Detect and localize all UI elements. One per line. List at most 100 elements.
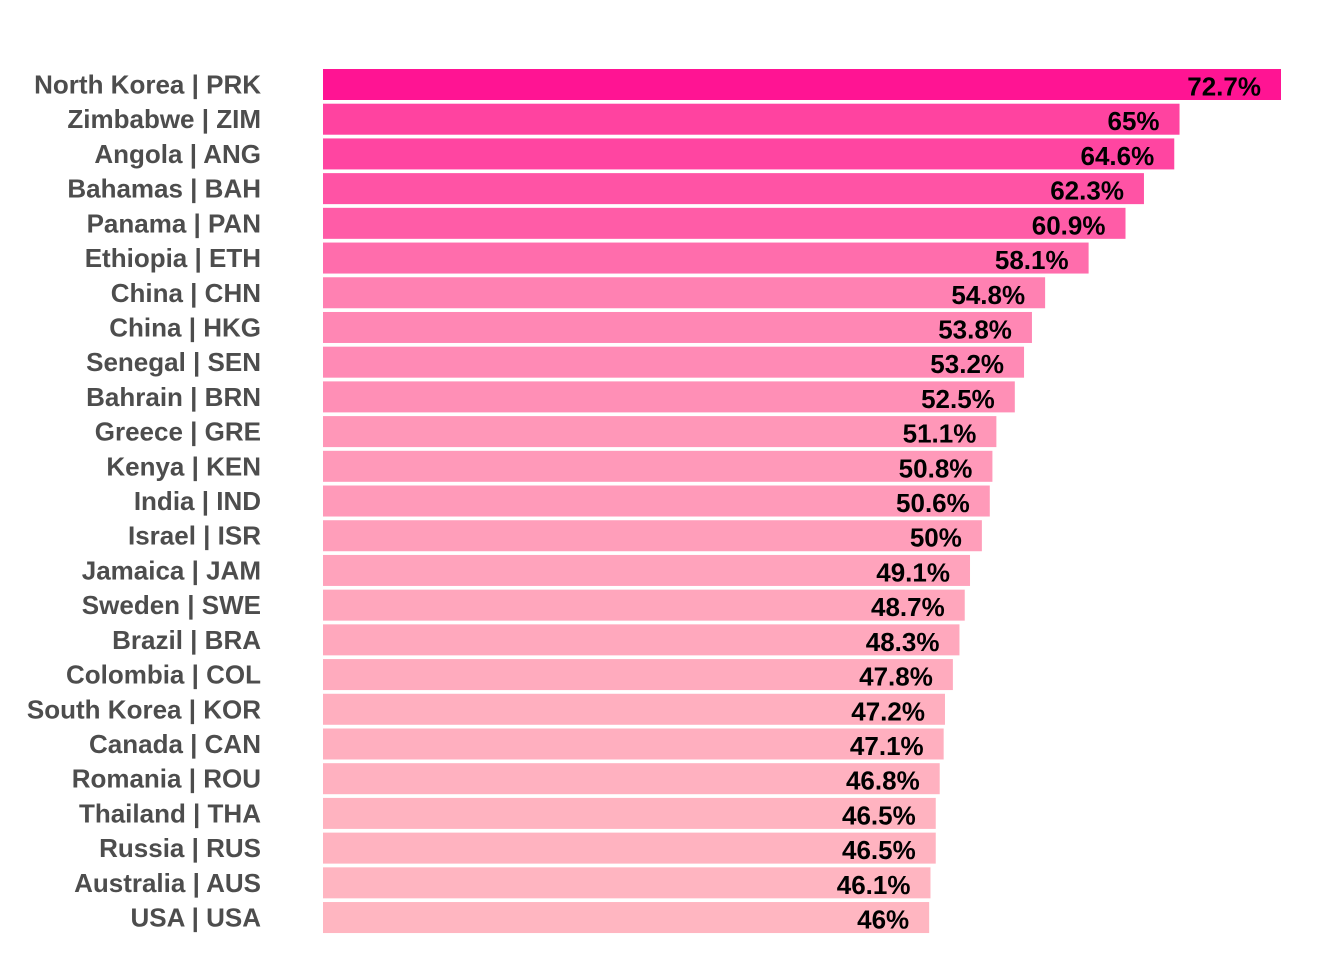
bar-row: Zimbabwe | ZIM 65% — [67, 103, 1180, 136]
bar-row: Israel | ISR 50% — [128, 520, 982, 553]
bar — [323, 450, 993, 482]
category-label: China | HKG — [109, 312, 261, 342]
category-label: Kenya | KEN — [106, 451, 261, 481]
value-label: 53.8% — [938, 314, 1012, 344]
category-label: Canada | CAN — [89, 729, 261, 759]
bar-row: Brazil | BRA 48.3% — [112, 624, 960, 657]
bar — [323, 589, 965, 621]
bar — [323, 693, 945, 725]
bar-row: Senegal | SEN 53.2% — [86, 346, 1025, 379]
bar-row: Jamaica | JAM 49.1% — [82, 554, 971, 587]
bar — [323, 311, 1032, 343]
category-label: Israel | ISR — [128, 521, 261, 551]
category-label: Angola | ANG — [94, 139, 261, 169]
bar — [323, 797, 936, 829]
category-label: USA | USA — [130, 903, 261, 933]
category-label: South Korea | KOR — [27, 694, 261, 724]
value-label: 47.1% — [850, 731, 924, 761]
category-label: Australia | AUS — [74, 868, 261, 898]
value-label: 72.7% — [1187, 72, 1261, 102]
bar-row: South Korea | KOR 47.2% — [27, 693, 945, 726]
category-label: Senegal | SEN — [86, 347, 261, 377]
category-label: Colombia | COL — [66, 660, 261, 690]
value-label: 52.5% — [921, 384, 995, 414]
value-label: 50.8% — [899, 453, 973, 483]
bar-row: Kenya | KEN 50.8% — [106, 450, 993, 483]
bar — [323, 763, 940, 795]
bar-row: Bahrain | BRN 52.5% — [86, 381, 1015, 414]
bar — [323, 207, 1126, 239]
bar — [323, 346, 1025, 378]
bar — [323, 520, 982, 552]
value-label: 47.2% — [851, 696, 925, 726]
value-label: 46.5% — [842, 800, 916, 830]
value-label: 58.1% — [995, 245, 1069, 275]
value-label: 46.1% — [837, 870, 911, 900]
bar-row: North Korea | PRK 72.7% — [34, 69, 1281, 102]
bar — [323, 277, 1046, 309]
category-label: Brazil | BRA — [112, 625, 261, 655]
category-label: India | IND — [134, 486, 261, 516]
bar — [323, 554, 971, 586]
bar-row: Sweden | SWE 48.7% — [82, 589, 965, 622]
category-label: Bahamas | BAH — [67, 174, 261, 204]
bar-row: USA | USA 46% — [130, 902, 930, 935]
bar-row: Greece | GRE 51.1% — [95, 416, 997, 449]
bar — [323, 728, 944, 760]
bar — [323, 624, 960, 656]
bar-row: Romania | ROU 46.8% — [72, 763, 940, 796]
bar — [323, 381, 1015, 413]
bar — [323, 485, 990, 517]
bar-row: Panama | PAN 60.9% — [87, 207, 1126, 240]
value-label: 46.8% — [846, 766, 920, 796]
category-label: China | CHN — [111, 278, 261, 308]
bar-row: Australia | AUS 46.1% — [74, 867, 931, 900]
bar — [323, 138, 1175, 170]
value-label: 47.8% — [859, 662, 933, 692]
value-label: 46% — [857, 905, 909, 935]
bar-row: Ethiopia | ETH 58.1% — [85, 242, 1089, 275]
category-label: Bahrain | BRN — [86, 382, 261, 412]
value-label: 54.8% — [951, 280, 1025, 310]
bar-row: Thailand | THA 46.5% — [79, 797, 936, 830]
category-label: Panama | PAN — [87, 208, 261, 238]
value-label: 49.1% — [876, 557, 950, 587]
bar — [323, 69, 1281, 100]
bar — [323, 902, 930, 934]
plot-area: North Korea | PRK 72.7%Zimbabwe | ZIM 65%A… — [27, 69, 1281, 935]
bar-row: Angola | ANG 64.6% — [94, 138, 1175, 171]
category-label: Ethiopia | ETH — [85, 243, 261, 273]
bar-row: Bahamas | BAH 62.3% — [67, 173, 1144, 206]
value-label: 51.1% — [903, 419, 977, 449]
bar — [323, 832, 936, 864]
bar-row: China | HKG 53.8% — [109, 311, 1032, 344]
bar-row: Colombia | COL 47.8% — [66, 659, 953, 692]
value-label: 64.6% — [1081, 141, 1155, 171]
bar-row: China | CHN 54.8% — [111, 277, 1046, 310]
bar — [323, 242, 1089, 274]
bar — [323, 659, 953, 691]
category-label: North Korea | PRK — [34, 70, 261, 100]
bar — [323, 867, 931, 899]
value-label: 65% — [1107, 106, 1159, 136]
value-label: 62.3% — [1050, 176, 1124, 206]
value-label: 53.2% — [930, 349, 1004, 379]
category-label: Zimbabwe | ZIM — [67, 104, 261, 134]
value-label: 48.7% — [871, 592, 945, 622]
category-label: Thailand | THA — [79, 798, 261, 828]
category-label: Greece | GRE — [95, 417, 261, 447]
value-label: 50.6% — [896, 488, 970, 518]
bar-row: Russia | RUS 46.5% — [99, 832, 936, 865]
value-label: 48.3% — [866, 627, 940, 657]
value-label: 60.9% — [1032, 210, 1106, 240]
bar — [323, 103, 1180, 135]
category-label: Romania | ROU — [72, 764, 261, 794]
bar — [323, 416, 997, 448]
category-label: Sweden | SWE — [82, 590, 261, 620]
value-label: 50% — [910, 523, 962, 553]
category-label: Jamaica | JAM — [82, 555, 261, 585]
bar — [323, 173, 1144, 205]
bar-row: India | IND 50.6% — [134, 485, 990, 518]
value-label: 46.5% — [842, 835, 916, 865]
